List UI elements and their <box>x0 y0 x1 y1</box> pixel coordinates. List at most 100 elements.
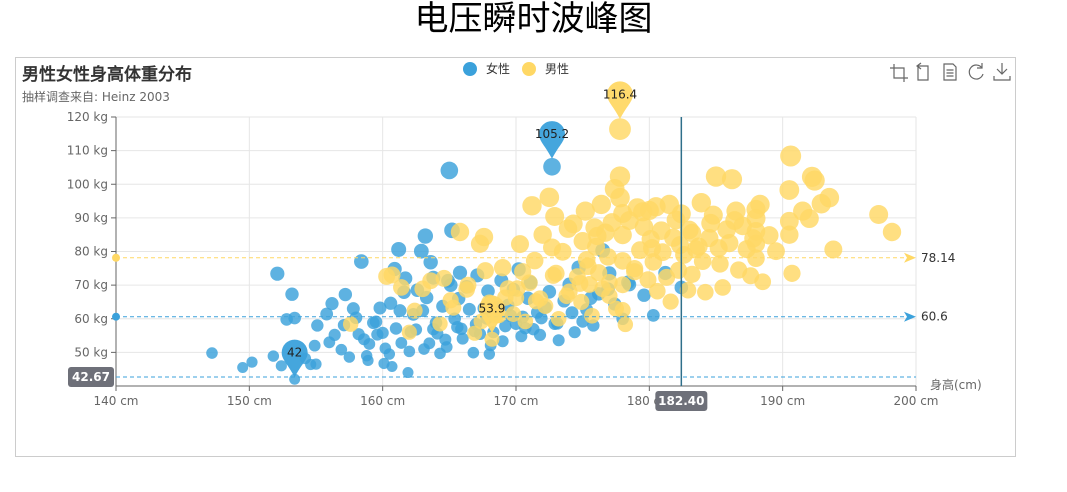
data-point <box>609 118 631 141</box>
data-point <box>614 276 632 294</box>
data-point <box>573 293 590 311</box>
data-point <box>393 304 407 318</box>
data-point <box>617 316 634 333</box>
data-point <box>476 262 494 280</box>
data-point <box>367 316 380 330</box>
data-point <box>496 335 509 348</box>
data-point <box>670 261 688 279</box>
data-point <box>386 360 398 372</box>
data-point <box>714 279 731 296</box>
data-point <box>439 333 452 346</box>
data-point <box>539 187 560 208</box>
series-male[interactable] <box>342 118 902 347</box>
legend-item[interactable]: 女性 <box>463 61 510 76</box>
data-point <box>711 255 729 273</box>
y-tick-label: 70 kg <box>74 278 108 292</box>
axes: 140 cm 150 cm 160 cm 170 cm 180 cm 190 cm 200 … <box>67 110 982 408</box>
data-point <box>804 170 825 191</box>
data-point <box>435 269 453 287</box>
data-point <box>499 319 512 333</box>
data-point <box>414 280 431 298</box>
data-point <box>413 243 429 259</box>
y-tick-label: 50 kg <box>74 345 108 359</box>
data-point <box>780 225 799 244</box>
data-point <box>342 316 359 332</box>
axis-pointer: 182.40 42.67 <box>68 117 916 411</box>
data-point <box>402 367 414 379</box>
x-tick-label: 170 cm <box>493 394 538 408</box>
data-point <box>305 358 317 371</box>
pointer-y-label-box <box>68 367 114 388</box>
data-point <box>683 265 701 283</box>
data-point <box>467 325 483 341</box>
legend-label: 女性 <box>486 61 510 76</box>
data-point <box>544 266 562 284</box>
data-point <box>418 343 430 355</box>
mark-point-label: 42 <box>287 346 302 360</box>
y-tick-label: 120 kg <box>67 110 108 124</box>
save-as-image-icon[interactable] <box>993 63 1011 81</box>
data-point <box>649 282 666 300</box>
data-point <box>725 211 745 230</box>
data-point <box>389 322 403 335</box>
data-point <box>604 179 625 199</box>
data-point <box>483 348 496 360</box>
data-point <box>406 302 423 319</box>
data-point <box>335 343 348 356</box>
y-tick-label: 110 kg <box>67 144 108 158</box>
data-point <box>599 248 617 266</box>
toolbox[interactable] <box>890 62 1011 82</box>
zoom-reset-icon[interactable] <box>916 62 929 81</box>
chart-title: 男性女性身高体重分布 <box>22 65 192 85</box>
legend-item[interactable]: 男性 <box>522 62 569 76</box>
data-point <box>819 187 840 208</box>
data-point <box>565 306 579 320</box>
data-point <box>517 313 534 330</box>
data-point <box>689 237 708 256</box>
data-point <box>552 334 565 347</box>
data-point <box>553 242 572 261</box>
data-point <box>693 252 712 271</box>
data-point <box>338 287 353 302</box>
data-point <box>450 222 470 242</box>
data-point <box>417 228 434 244</box>
page-title: 电压瞬时波峰图 <box>414 0 653 39</box>
average-line-start <box>112 253 120 262</box>
data-point <box>533 225 552 244</box>
data-point <box>601 287 618 305</box>
average-line-label: 78.14 <box>921 251 955 265</box>
x-tick-label: 190 cm <box>760 394 805 408</box>
data-point <box>744 229 763 248</box>
data-point <box>779 180 800 200</box>
mark-point-pin: 42 <box>281 339 308 378</box>
legend-label: 男性 <box>545 62 569 76</box>
data-point <box>614 302 631 319</box>
data-point <box>343 351 356 363</box>
data-point <box>780 145 802 167</box>
pointer-x-label-box <box>655 391 708 411</box>
restore-icon[interactable] <box>968 63 984 80</box>
data-point <box>533 328 547 341</box>
mark-points: 105.2 42 116.4 53.9 <box>281 81 637 378</box>
legend[interactable]: 女性 男性 <box>463 61 569 76</box>
data-point <box>824 240 843 259</box>
data-point <box>783 264 801 282</box>
data-point <box>323 336 336 349</box>
data-point <box>535 311 548 325</box>
data-point <box>445 299 462 316</box>
y-tick-label: 100 kg <box>67 177 108 191</box>
data-point <box>474 227 494 247</box>
x-tick-label: 160 cm <box>360 394 405 408</box>
data-point <box>579 257 597 275</box>
data-view-icon[interactable] <box>943 63 957 81</box>
zoom-icon[interactable] <box>890 64 908 82</box>
data-point <box>320 307 334 321</box>
data-point <box>423 255 438 270</box>
data-point <box>588 226 607 246</box>
y-tick-label: 60 kg <box>74 312 108 326</box>
data-point <box>456 332 469 345</box>
data-point <box>285 287 299 301</box>
data-point <box>882 222 902 242</box>
data-point <box>354 254 369 269</box>
